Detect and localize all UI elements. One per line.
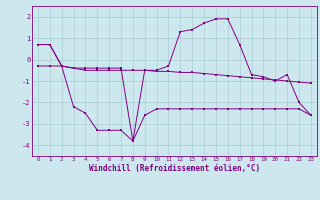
X-axis label: Windchill (Refroidissement éolien,°C): Windchill (Refroidissement éolien,°C) xyxy=(89,164,260,173)
